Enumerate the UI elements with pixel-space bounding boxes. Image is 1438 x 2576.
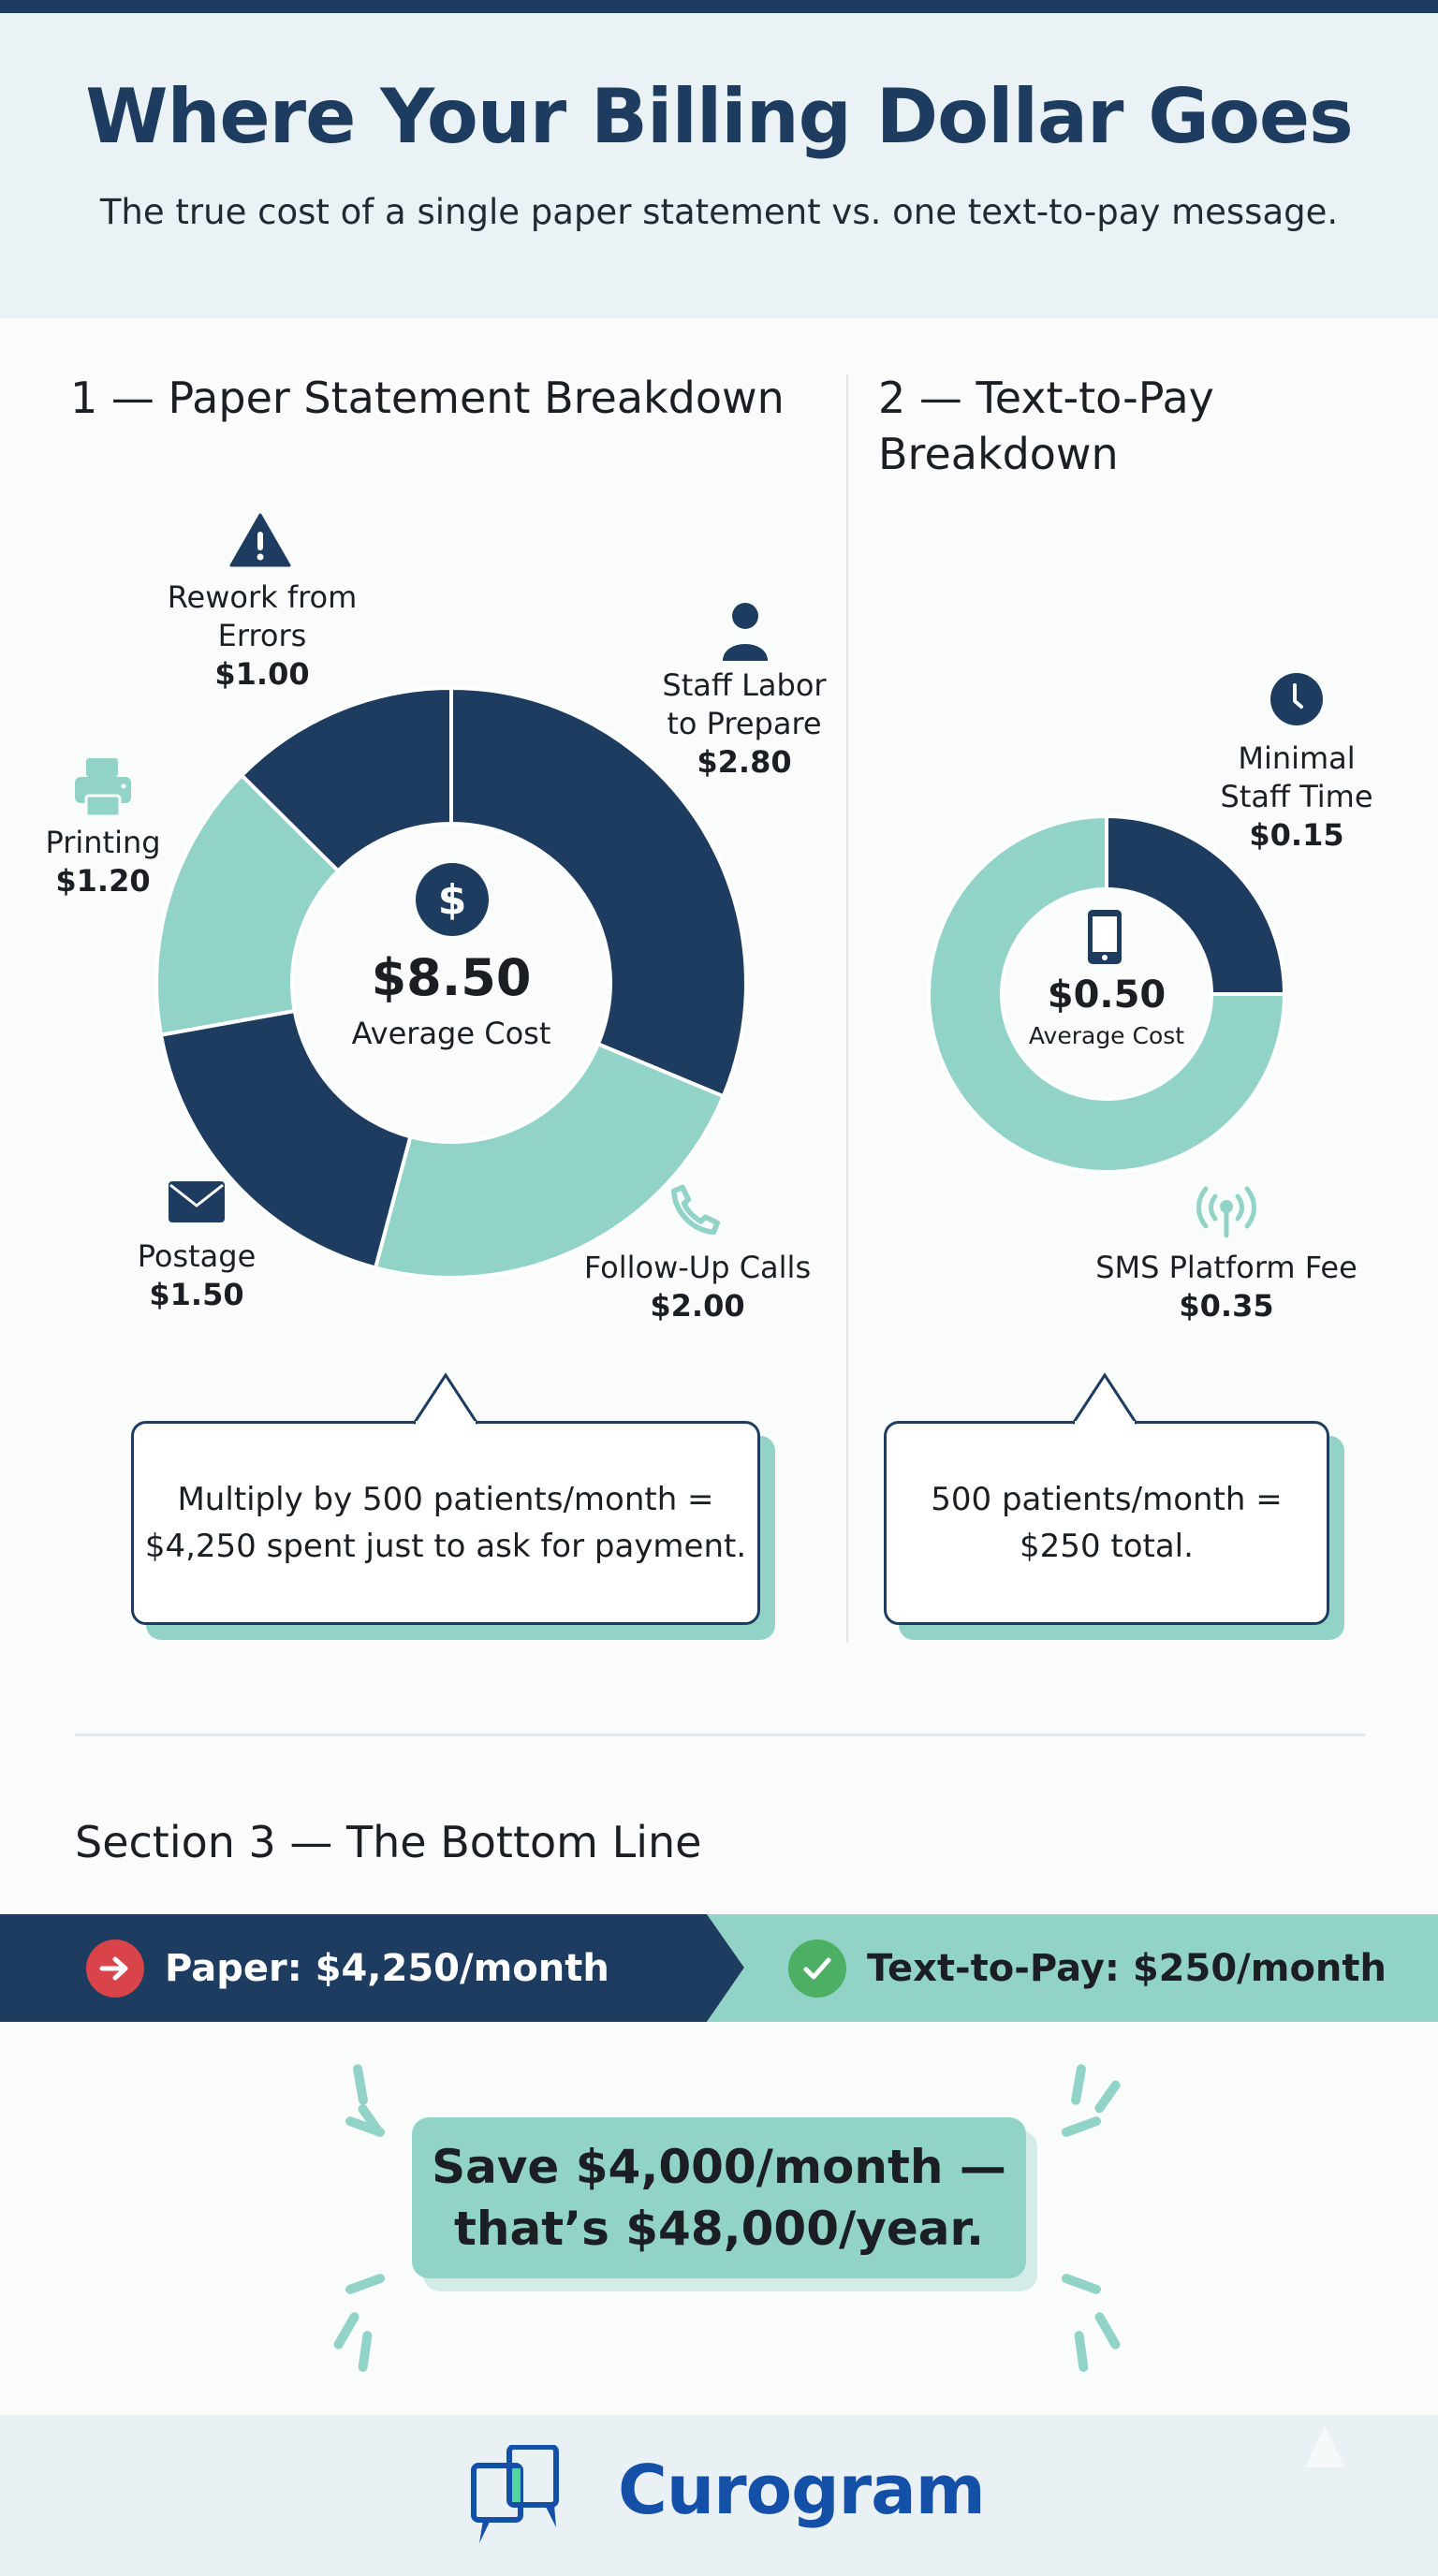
paper-callout: Multiply by 500 patients/month = $4,250 s… — [131, 1421, 760, 1625]
label-staff-labor: Staff Labor to Prepare $2.80 — [662, 667, 827, 780]
segment-printing — [154, 772, 342, 1037]
label-minimal-staff-time: Minimal Staff Time $0.15 — [1220, 740, 1373, 853]
section3-title: Section 3 — The Bottom Line — [75, 1817, 702, 1867]
page-title: Where Your Billing Dollar Goes — [85, 73, 1354, 160]
header-banner — [0, 13, 1438, 318]
label-follow-up-calls: Follow-Up Calls $2.00 — [583, 1250, 812, 1324]
top-accent-bar — [0, 0, 1438, 13]
envelope-icon — [169, 1181, 225, 1222]
paper-center-value: $8.50 — [371, 948, 532, 1007]
corner-decoration-icon — [1305, 2426, 1344, 2467]
section1-title: 1 — Paper Statement Breakdown — [70, 373, 785, 423]
arrow-right-icon — [86, 1939, 144, 1998]
phone-icon — [670, 1184, 721, 1236]
text-to-pay-monthly-cost: Text-to-Pay: $250/month — [788, 1939, 1387, 1998]
text-to-pay-donut-chart — [927, 813, 1287, 1174]
segment-staff-labor — [449, 685, 748, 1099]
curogram-logo-icon — [471, 2445, 559, 2543]
text-callout-pointer — [1071, 1372, 1138, 1425]
printer-icon — [75, 758, 131, 818]
segment-postage — [158, 1008, 413, 1270]
segment-follow-up-calls — [373, 1041, 726, 1280]
label-printing: Printing $1.20 — [45, 825, 161, 899]
text-center-value: $0.50 — [1047, 973, 1167, 1017]
text-callout: 500 patients/month = $250 total. — [884, 1421, 1329, 1625]
label-rework: Rework from Errors $1.00 — [167, 579, 358, 692]
paper-center-label: Average Cost — [351, 1016, 551, 1051]
section-divider — [75, 1734, 1365, 1736]
brand-name: Curogram — [618, 2451, 986, 2529]
person-icon — [723, 603, 768, 661]
label-postage: Postage $1.50 — [137, 1238, 257, 1312]
page-subtitle: The true cost of a single paper statemen… — [99, 192, 1339, 232]
paper-callout-pointer — [412, 1372, 479, 1425]
clock-icon — [1270, 673, 1323, 725]
section2-title: 2 — Text-to-Pay Breakdown — [878, 373, 1214, 479]
segment-sms-fee — [927, 813, 1287, 1174]
label-sms-platform-fee: SMS Platform Fee $0.35 — [1095, 1250, 1357, 1324]
column-divider — [846, 374, 848, 1643]
savings-highlight: Save $4,000/month — that’s $48,000/year. — [412, 2117, 1026, 2278]
smartphone-icon — [1088, 910, 1122, 964]
text-center-label: Average Cost — [1028, 1022, 1185, 1049]
signal-antenna-icon — [1196, 1186, 1256, 1237]
paper-donut-chart — [154, 685, 748, 1280]
segment-rework — [239, 685, 453, 874]
warning-icon — [229, 513, 291, 567]
footer — [0, 2415, 1438, 2576]
paper-monthly-cost: Paper: $4,250/month — [86, 1939, 609, 1998]
segment-staff-time — [1105, 813, 1287, 996]
dollar-circle-icon: $ — [416, 863, 489, 936]
checkmark-icon — [788, 1939, 846, 1998]
